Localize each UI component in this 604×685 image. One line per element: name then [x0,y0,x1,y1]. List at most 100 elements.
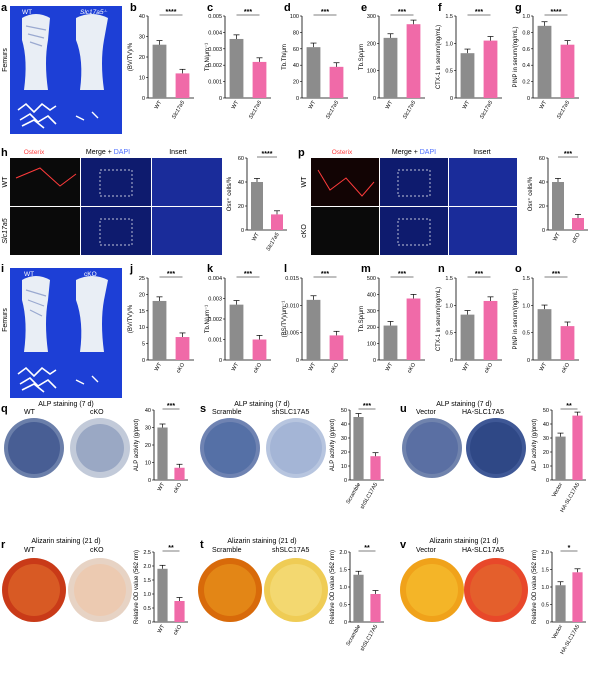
chart-g: 0 0.2 0.4 0.6 0.8 1.0 PINP in serum/(ng/mL) WT S… [513,9,579,120]
y-label-r2: Relative OD value (562 nm) [134,550,140,624]
tick-label-k: 0.002 [208,317,222,323]
tick-label-j: 15 [139,309,145,315]
category-label-s2-0: Scramble [345,482,362,505]
category-label-o-0: WT [539,361,549,372]
bar-p2-0 [552,182,564,230]
category-label-g-0: WT [539,99,549,110]
category-label-c-0: WT [231,99,241,110]
tick-label-e: 100 [367,69,376,75]
tick-label-o: 1.5 [522,276,530,282]
chart-k: 0 0.001 0.002 0.003 0.004 Tb.N/μm⁻¹ WT cKO *** [205,271,271,374]
tick-label-p2: 20 [539,204,545,210]
panel-u: u ALP staining (7 d) Vector HA-SLC17A5 [400,401,526,478]
tick-label-q2: 30 [145,426,151,432]
p-row-wt: WT [301,176,308,188]
tick-label-u2: 40 [543,422,549,428]
bar-v2-0 [555,585,566,622]
chart-c: 0 0.001 0.002 0.003 0.004 0.005 Tb.N/μm⁻¹ WT Slc… [205,9,271,120]
chart-o: 0 0.5 1.0 1.5 PINP in serum/(ng/mL) WT cKO *** [513,271,579,374]
sig-label-g: **** [551,9,562,16]
u-left-label: Vector [416,409,437,416]
chart-p2: 0 20 40 60 Osx⁺ cells/% WT cKO *** [527,151,588,244]
femur-wt-trabeculae [25,25,47,47]
category-label-r2-0: WT [157,623,167,634]
h-ko-merge [81,207,151,255]
bar-b-1 [175,73,190,98]
tick-label-r2: 0 [148,620,151,626]
r-left-label: WT [24,547,36,554]
femur-i-wt-trabeculae [25,289,47,317]
tick-label-u2: 10 [543,464,549,470]
s-right-label: shSLC17A5 [272,409,309,416]
tick-label-f: 0.5 [445,69,453,75]
t-title: Alizarin staining (21 d) [227,538,296,545]
q-plate-left-stain [8,422,60,474]
tick-label-t2: 1.5 [339,568,347,574]
bar-f-0 [460,53,475,98]
tick-label-d: 20 [293,80,299,86]
category-label-t2-0: Scramble [345,624,362,647]
category-label-o-1: cKO [561,361,572,374]
panel-v: v Alizarin staining (21 d) Vector HA-SLC… [400,538,528,622]
tick-label-c: 0.005 [208,14,222,20]
category-label-t2-1: shSLC17A5 [359,624,379,652]
t-plate-left-stain [204,564,256,616]
tick-label-s2: 50 [341,408,347,414]
tick-label-t2: 0 [344,620,347,626]
trabecular-i-ko-network [75,375,99,385]
y-label-c: Tb.N/μm⁻¹ [205,43,211,71]
sig-label-d: *** [321,9,329,16]
bar-e-0 [383,37,398,98]
label-a-ko: Slc17a5-/- [80,8,108,16]
category-label-c-1: Slc17a5 [248,99,264,120]
panel-letter-i: i [1,263,4,275]
chart-s2: 0 10 20 30 40 50 ALP activity (g/prot) Scramble… [330,403,384,510]
tick-label-j: 5 [142,342,145,348]
tick-label-k: 0.001 [208,338,222,344]
sig-label-p2: *** [564,151,572,158]
sig-label-u2: ** [566,403,572,410]
tick-label-s2: 10 [341,464,347,470]
y-label-j: (BV/TV)/% [128,304,134,333]
category-label-h2-0: WT [251,231,261,242]
s-title: ALP staining (7 d) [234,401,290,408]
tick-label-c: 0 [219,96,222,102]
tick-label-b: 30 [139,35,145,41]
tick-label-t2: 0.5 [339,603,347,609]
u-plate-left-stain [406,422,458,474]
tick-label-d: 0 [296,96,299,102]
y-label-f: CTX-1 in serum/(ng/mL) [436,25,442,89]
category-label-u2-0: Vector [551,482,564,499]
category-label-l-0: WT [308,361,318,372]
h-ko-osterix [10,207,80,255]
y-label-s2: ALP activity (g/prot) [330,419,336,471]
bar-g-0 [537,25,552,99]
sig-label-m: *** [398,271,406,278]
y-label-v2: Relative OD value (562 nm) [532,550,538,624]
y-label-m: Tb.Sp/μm [359,306,365,332]
y-label-g: PINP in serum/(ng/mL) [513,27,519,88]
bar-d-1 [329,66,344,98]
tick-label-s2: 40 [341,422,347,428]
tick-label-v2: 1.0 [541,585,549,591]
tick-label-r2: 1.0 [143,592,151,598]
tick-label-s2: 0 [344,478,347,484]
tick-label-n: 0 [450,358,453,364]
category-label-m-0: WT [385,361,395,372]
panel-letter-b: b [130,2,137,14]
category-label-n-0: WT [462,361,472,372]
category-label-m-1: cKO [407,361,418,374]
h-wt-merge [81,158,151,206]
bar-r2-0 [157,568,168,622]
tick-label-d: 80 [293,30,299,36]
tick-label-r2: 0.5 [143,606,151,612]
tick-label-g: 1.0 [522,14,530,20]
sig-label-r2: ** [168,545,174,552]
tick-label-u2: 50 [543,408,549,414]
h-row-wt: WT [2,176,9,188]
panel-letter-u: u [400,403,407,415]
y-label-l: (BS/TV)/μm⁻¹ [282,301,288,338]
category-label-q2-0: WT [157,481,167,492]
panel-letter-n: n [438,263,445,275]
